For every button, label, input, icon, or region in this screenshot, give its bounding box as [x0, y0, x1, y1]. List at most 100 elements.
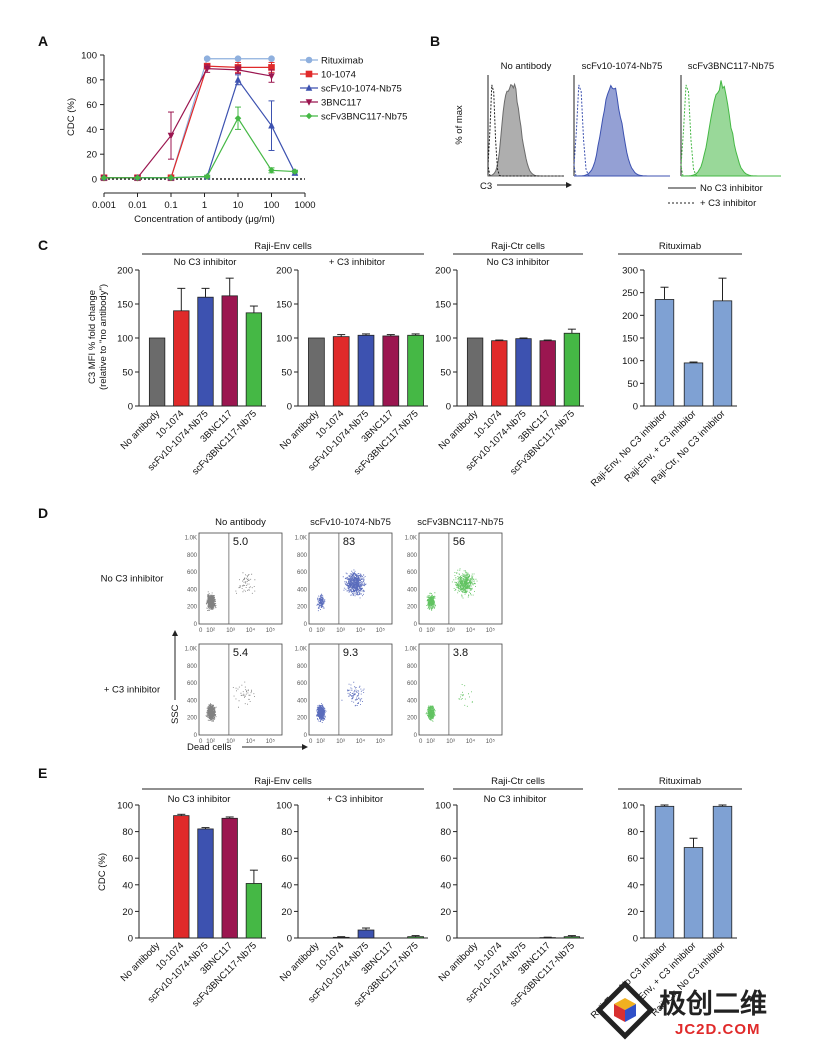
panel-label-e: E: [38, 765, 47, 781]
c-ytick-label: 200: [622, 311, 638, 322]
c-bar: [563, 332, 581, 407]
d-ytick-label: 200: [297, 605, 308, 611]
d-ytick-label: 400: [187, 698, 198, 704]
d-ytick-label: 0: [304, 733, 308, 739]
d-ytick-label: 600: [297, 681, 308, 687]
d-xtick-label: 0: [199, 628, 203, 634]
a-xtick-label: 0.01: [128, 200, 147, 211]
d-xtick-label: 10²: [206, 739, 215, 745]
a-legend-label: 10-1074: [321, 70, 356, 81]
d-xtick-label: 0: [199, 739, 203, 745]
e-ytick-label: 0: [128, 934, 133, 945]
d-y-axis-title: SSC: [170, 704, 181, 724]
b-histogram-no-inhibitor: [681, 80, 781, 177]
c-ytick-label: 100: [276, 334, 292, 345]
c-xtick-label: No antibody: [278, 408, 322, 452]
d-ytick-label: 400: [297, 698, 308, 704]
d-ytick-label: 600: [297, 570, 308, 576]
c-bar: [245, 312, 263, 407]
a-xtick-label: 1000: [294, 200, 315, 211]
panel-d-flow-plots: No antibody scFv10-1074-Nb75 scFv3BNC117-N…: [101, 517, 504, 753]
c-bar: [654, 299, 675, 407]
a-data-point: [203, 65, 211, 73]
c-subtitle: + C3 inhibitor: [329, 257, 385, 268]
a-data-point: [203, 173, 211, 180]
c-bar: [332, 336, 350, 407]
d-ytick-label: 400: [297, 587, 308, 593]
c-ytick-label: 300: [622, 266, 638, 277]
d-xtick-label: 10⁵: [486, 738, 496, 745]
c-ytick-label: 200: [435, 266, 451, 277]
a-legend-marker: [305, 99, 313, 106]
e-bar: [407, 936, 424, 939]
panel-a-line-chart: 0 20 40 60 80 100 0.001 0.01 0.1 1 10 100 1000 Concen…: [66, 51, 407, 226]
e-group-header: Raji-Env cells: [254, 776, 312, 787]
c-ytick-label: 0: [128, 402, 133, 413]
d-xtick-label: 10⁴: [356, 627, 366, 634]
a-data-point: [268, 55, 275, 63]
e-ytick-label: 80: [122, 827, 133, 838]
d-ytick-label: 400: [407, 587, 418, 593]
d-ytick-label: 1.0K: [185, 536, 197, 542]
a-legend-marker: [305, 84, 313, 91]
d-plot-frame: [418, 643, 503, 736]
d-events: [426, 568, 478, 611]
a-series-line: [104, 117, 295, 179]
d-xtick-label: 10²: [426, 628, 435, 634]
d-ytick-label: 200: [407, 605, 418, 611]
c-ytick-label: 0: [287, 402, 292, 413]
watermark-sub: JC2D.COM: [675, 1021, 761, 1038]
b-y-axis-title: % of max: [454, 105, 465, 145]
c-y-axis-title-1: C3 MFI % fold change: [87, 290, 98, 384]
d-ytick-label: 200: [297, 716, 308, 722]
a-series-2: scFv10-1074-Nb75: [100, 74, 402, 181]
b-histogram-0: No antibody: [487, 61, 564, 177]
a-series-1: 10-1074: [100, 61, 356, 182]
e-ytick-label: 40: [440, 880, 451, 891]
c-ytick-label: 100: [622, 356, 638, 367]
a-legend-marker: [305, 112, 313, 120]
c-ytick-label: 150: [435, 300, 451, 311]
c-ytick-label: 0: [446, 402, 451, 413]
a-data-point: [268, 73, 275, 80]
a-data-point: [167, 174, 175, 182]
e-bar: [357, 929, 375, 939]
e-ytick-label: 80: [440, 827, 451, 838]
a-y-axis-title: CDC (%): [66, 98, 77, 136]
a-data-point: [203, 55, 211, 63]
e-bar: [654, 805, 675, 939]
panel-label-a: A: [38, 33, 48, 49]
a-legend-label: scFv10-1074-Nb75: [321, 84, 402, 95]
a-series-line: [104, 58, 272, 179]
c-bar: [539, 340, 556, 407]
a-xtick-label: 0.1: [164, 200, 177, 211]
b-subplot-title: No antibody: [501, 61, 552, 72]
panel-label-c: C: [38, 237, 48, 253]
e-bar: [197, 828, 214, 939]
c-ytick-label: 0: [633, 402, 638, 413]
d-percentage: 83: [343, 536, 355, 548]
e-bar: [245, 883, 263, 939]
c-ytick-label: 150: [622, 334, 638, 345]
c-subtitle: No C3 inhibitor: [174, 257, 237, 268]
c-ytick-label: 150: [276, 300, 292, 311]
e-bar: [332, 936, 350, 939]
panel-label-b: B: [430, 33, 440, 49]
d-ytick-label: 600: [407, 570, 418, 576]
e-bar: [563, 936, 581, 939]
d-ytick-label: 800: [187, 664, 198, 670]
e-ytick-label: 0: [287, 934, 292, 945]
a-series-4: scFv3BNC117-Nb75: [100, 106, 407, 182]
c-bar: [308, 337, 325, 407]
e-ytick-label: 100: [622, 801, 638, 812]
b-x-arrowhead: [566, 182, 572, 188]
d-xtick-label: 10⁵: [266, 627, 276, 634]
e-ytick-label: 0: [633, 934, 638, 945]
b-histogram-no-inhibitor: [574, 84, 670, 177]
